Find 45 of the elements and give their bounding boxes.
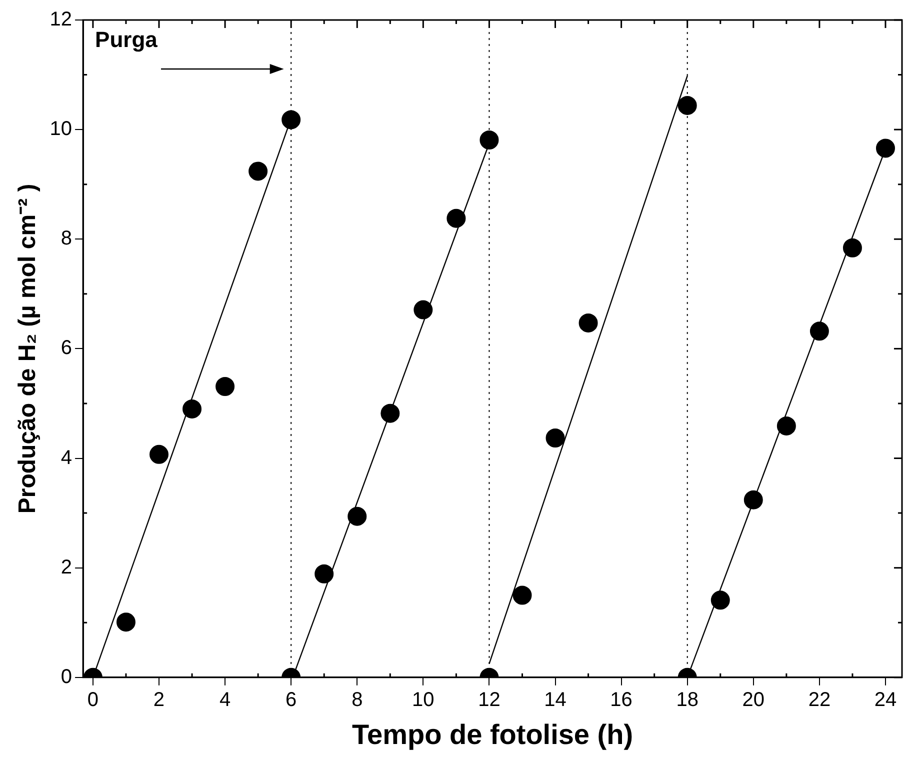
point	[678, 96, 697, 115]
x-tick-label: 8	[352, 688, 363, 711]
point	[744, 490, 763, 510]
point	[512, 586, 532, 605]
x-tick-label: 0	[87, 688, 99, 711]
x-axis-title: Tempo de fotolise (h)	[352, 718, 634, 750]
point	[116, 612, 136, 632]
x-tick-label: 24	[874, 688, 897, 711]
x-tick-label: 18	[676, 688, 698, 711]
annotation: Purga	[95, 27, 158, 52]
x-tick-label: 12	[478, 688, 500, 711]
x-tick-label: 6	[286, 688, 297, 711]
point	[810, 322, 829, 341]
x-tick-label: 20	[742, 688, 765, 711]
point	[578, 313, 598, 332]
point	[314, 564, 334, 584]
x-tick-label: 10	[412, 688, 434, 711]
y-tick-label: 6	[60, 337, 72, 360]
point	[710, 590, 730, 610]
point	[282, 110, 301, 130]
point	[348, 506, 367, 526]
point	[150, 444, 168, 464]
y-axis-title: Produção de H₂ (µ mol cm⁻² )	[14, 184, 42, 514]
x-tick-label: 16	[610, 688, 632, 711]
y-tick-label: 0	[60, 666, 72, 688]
x-tick-label: 14	[544, 688, 566, 711]
point	[248, 162, 268, 181]
point	[480, 130, 499, 150]
point	[546, 428, 565, 448]
y-tick-label: 4	[60, 446, 72, 469]
point	[182, 399, 202, 418]
x-tick-label: 4	[219, 688, 231, 711]
x-tick-label: 2	[153, 688, 165, 711]
y-tick-label: 10	[50, 118, 72, 140]
point	[776, 416, 796, 436]
y-tick-label: 8	[60, 228, 72, 250]
y-tick-label: 2	[60, 556, 72, 578]
point	[842, 238, 862, 258]
point	[380, 404, 400, 423]
y-tick-label: 12	[50, 8, 72, 31]
point	[876, 138, 895, 158]
point	[446, 208, 466, 228]
point	[216, 377, 235, 396]
point	[414, 300, 433, 320]
x-tick-label: 22	[808, 688, 831, 711]
